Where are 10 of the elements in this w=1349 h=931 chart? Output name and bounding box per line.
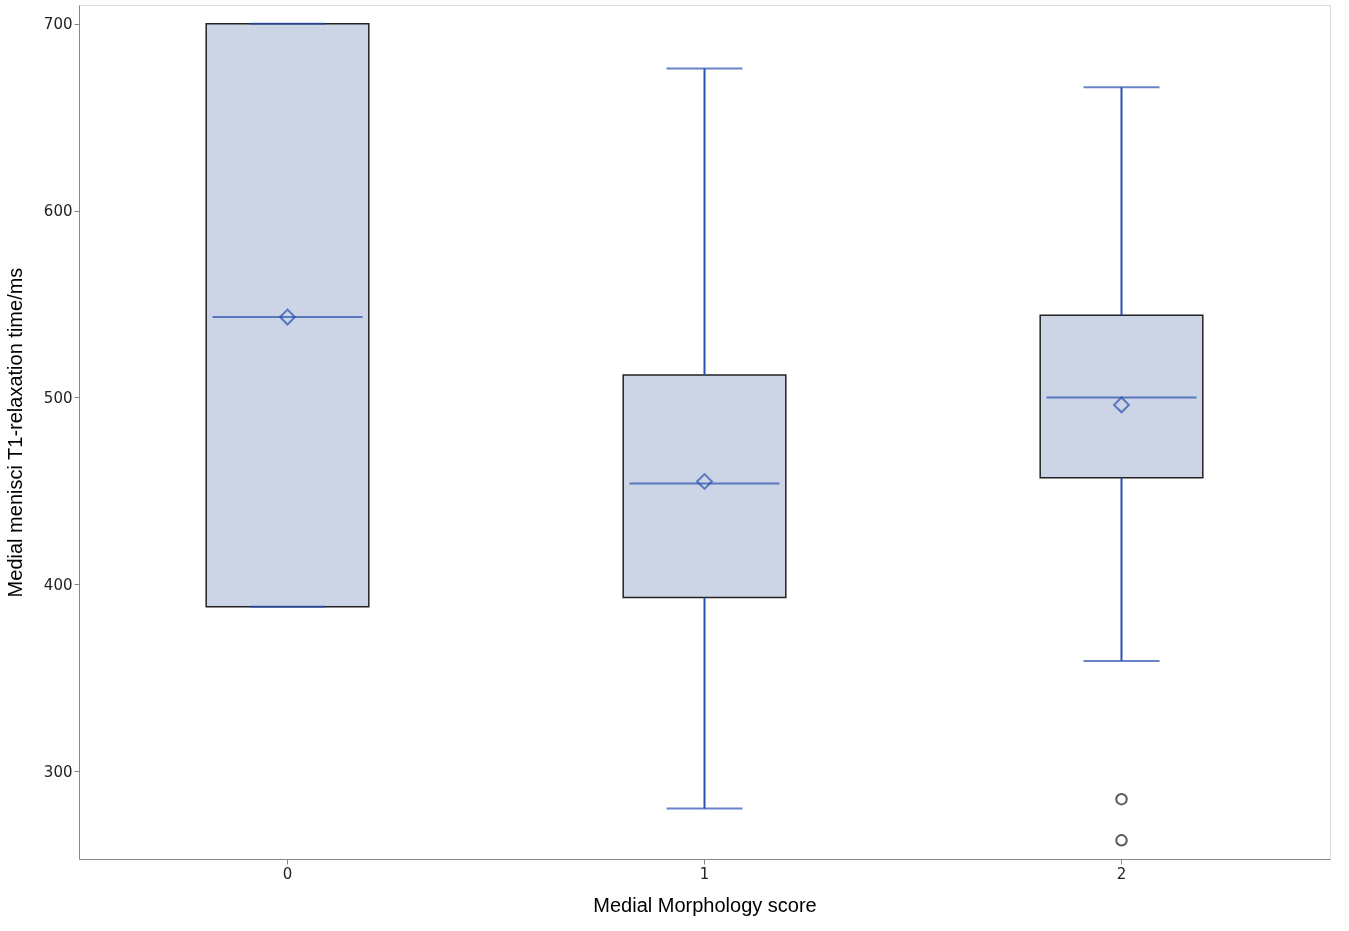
- y-tick-label: 500: [43, 388, 73, 407]
- y-tick-label: 600: [43, 202, 73, 221]
- y-tick-label: 300: [43, 762, 73, 781]
- x-tick-label: 2: [1116, 864, 1127, 883]
- x-tick-label: 0: [282, 864, 293, 883]
- y-tick-label: 400: [43, 575, 73, 594]
- x-tick-label: 1: [699, 864, 710, 883]
- x-axis-title: Medial Morphology score: [593, 893, 817, 916]
- y-axis-title: Medial menisci T1-relaxation time/ms: [3, 267, 26, 598]
- y-tick-label: 700: [43, 15, 73, 34]
